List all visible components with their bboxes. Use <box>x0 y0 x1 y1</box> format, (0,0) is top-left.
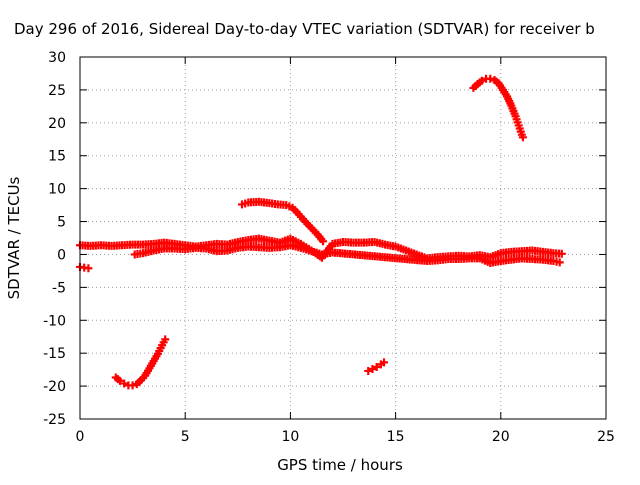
series-arc-high-afternoon <box>469 74 527 142</box>
data-point <box>555 258 564 267</box>
y-tick-label: 30 <box>48 50 66 66</box>
data-point <box>319 237 328 246</box>
y-tick-label: 25 <box>48 83 66 99</box>
data-point <box>518 133 527 142</box>
x-tick-label: 15 <box>387 429 405 445</box>
y-tick-label: -15 <box>43 346 66 362</box>
series-arc-early-negative <box>111 335 170 390</box>
data-point <box>364 366 373 375</box>
series-segment-start-negative <box>76 262 93 273</box>
data-point <box>486 74 495 83</box>
x-tick-label: 20 <box>492 429 510 445</box>
data-point <box>477 76 486 85</box>
y-tick-label: 10 <box>48 182 66 198</box>
chart-title: Day 296 of 2016, Sidereal Day-to-day VTE… <box>14 20 595 38</box>
x-tick-label: 0 <box>76 429 85 445</box>
y-tick-label: -25 <box>43 412 66 428</box>
tick-layer <box>79 56 607 420</box>
y-tick-label: -5 <box>52 280 66 296</box>
series-segment-midday-negative <box>364 358 389 375</box>
plot-frame <box>79 56 607 420</box>
y-tick-label: 0 <box>57 247 66 263</box>
y-tick-label: -20 <box>43 379 66 395</box>
data-point <box>557 249 566 258</box>
data-layer <box>76 74 566 390</box>
data-point <box>161 335 170 344</box>
x-tick-label: 10 <box>281 429 299 445</box>
x-axis-title: GPS time / hours <box>277 456 403 474</box>
data-point <box>372 363 381 372</box>
data-point <box>84 264 93 273</box>
x-tick-label: 25 <box>597 429 615 445</box>
x-tick-label: 5 <box>181 429 190 445</box>
data-point <box>115 376 124 385</box>
y-axis-title: SDTVAR / TECUs <box>5 176 23 299</box>
series-baseline-main <box>76 234 566 263</box>
series-arc-morning-positive <box>238 197 328 246</box>
series-baseline-lower <box>130 241 564 268</box>
data-point <box>380 358 389 367</box>
data-point <box>368 364 377 373</box>
y-tick-label: 20 <box>48 116 66 132</box>
y-tick-label: 15 <box>48 149 66 165</box>
y-tick-label: 5 <box>57 215 66 231</box>
label-layer: 0 5 10 15 20 25 -25 -20 -15 -10 -5 0 5 10 15 20 25 30 <box>43 50 615 445</box>
y-tick-label: -10 <box>43 313 66 329</box>
data-point <box>128 381 137 390</box>
data-point <box>120 379 129 388</box>
